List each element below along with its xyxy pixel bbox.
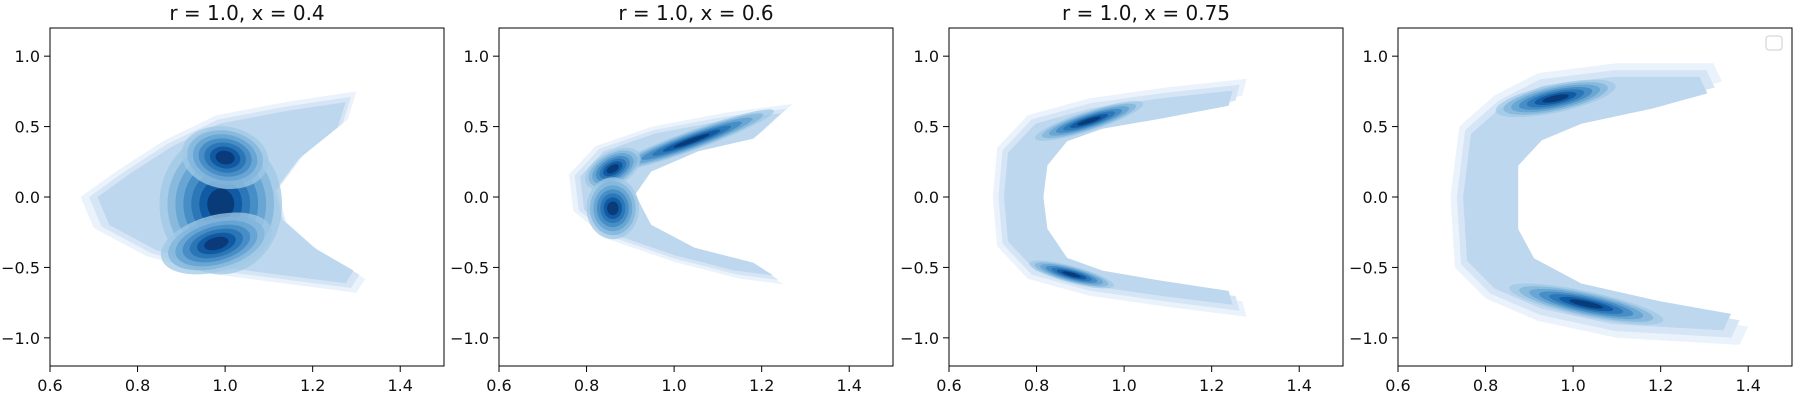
density-blob-2-level-10	[204, 236, 229, 251]
x-tick-label: 0.6	[37, 376, 62, 395]
density-blob-1-level-10	[207, 188, 235, 220]
y-tick-label: 0.0	[1363, 188, 1388, 207]
y-tick-label: 0.0	[464, 188, 489, 207]
density-blob-3-level-10	[215, 150, 235, 165]
density-blob-2-level-10	[1062, 271, 1081, 278]
x-tick-label: 0.8	[1473, 376, 1498, 395]
x-tick-label: 1.4	[1286, 376, 1311, 395]
x-tick-label: 1.2	[1648, 376, 1673, 395]
density-blob-3-level-10	[607, 201, 619, 216]
x-tick-label: 1.2	[749, 376, 774, 395]
x-tick-label: 1.2	[300, 376, 325, 395]
y-tick-label: −1.0	[450, 329, 489, 348]
density-blob-1-level-10	[1542, 94, 1569, 103]
x-tick-label: 0.8	[1024, 376, 1049, 395]
y-tick-label: 0.5	[15, 118, 40, 137]
panel-1: 0.6 0.8 1.0 1.2 1.4 −1.0 −0.5 0.0 0.5 1.0 r = 1.0,…	[1, 1, 445, 395]
y-tick-label: 0.5	[914, 118, 939, 137]
x-tick-label: 1.4	[836, 376, 861, 395]
y-tick-label: 0.0	[15, 188, 40, 207]
y-tick-label: −0.5	[1, 258, 40, 277]
x-tick-label: 1.4	[1735, 376, 1760, 395]
y-tick-label: −0.5	[900, 258, 939, 277]
density-blob-1-level-10	[673, 133, 710, 148]
density-blob-2-level-10	[606, 164, 619, 174]
panel-title: r = 1.0, x = 0.4	[169, 1, 324, 25]
y-tick-label: −1.0	[1, 329, 40, 348]
x-tick-label: 0.8	[125, 376, 150, 395]
y-tick-label: 0.0	[914, 188, 939, 207]
contour-level-3	[1004, 90, 1233, 305]
x-tick-label: 0.6	[936, 376, 961, 395]
x-tick-label: 0.6	[486, 376, 511, 395]
y-tick-label: −1.0	[900, 329, 939, 348]
panel-4: 0.6 0.8 1.0 1.2 1.4 −1.0 −0.5 0.0 0.5 1.0	[1349, 27, 1793, 395]
y-tick-label: 1.0	[1363, 47, 1388, 66]
x-tick-label: 1.2	[1199, 376, 1224, 395]
x-tick-label: 0.8	[574, 376, 599, 395]
density-contours	[992, 78, 1247, 317]
x-tick-label: 1.4	[387, 376, 412, 395]
y-tick-label: 0.5	[1363, 118, 1388, 137]
panel-2: 0.6 0.8 1.0 1.2 1.4 −1.0 −0.5 0.0 0.5 1.0 r = 1.0,…	[450, 1, 894, 395]
x-tick-label: 1.0	[661, 376, 686, 395]
x-tick-label: 0.6	[1385, 376, 1410, 395]
y-tick-label: 1.0	[464, 47, 489, 66]
contour-level-3	[1463, 76, 1731, 331]
density-contours	[569, 104, 793, 285]
panel-title: r = 1.0, x = 0.6	[618, 1, 773, 25]
density-blob-2-level-10	[1569, 299, 1604, 309]
density-blob-1-level-10	[1077, 116, 1102, 126]
y-tick-label: −1.0	[1349, 329, 1388, 348]
density-contours	[1450, 63, 1749, 345]
panel-title: r = 1.0, x = 0.75	[1062, 1, 1230, 25]
x-tick-label: 1.0	[1111, 376, 1136, 395]
legend-box	[1765, 35, 1783, 51]
axes-frame	[498, 27, 894, 367]
y-tick-label: −0.5	[450, 258, 489, 277]
x-tick-label: 1.0	[212, 376, 237, 395]
y-tick-label: 1.0	[15, 47, 40, 66]
y-tick-label: −0.5	[1349, 258, 1388, 277]
density-contours	[80, 91, 366, 293]
y-tick-label: 1.0	[914, 47, 939, 66]
panel-3: 0.6 0.8 1.0 1.2 1.4 −1.0 −0.5 0.0 0.5 1.0 r = 1.0,…	[900, 1, 1344, 395]
x-tick-label: 1.0	[1560, 376, 1585, 395]
y-tick-label: 0.5	[464, 118, 489, 137]
